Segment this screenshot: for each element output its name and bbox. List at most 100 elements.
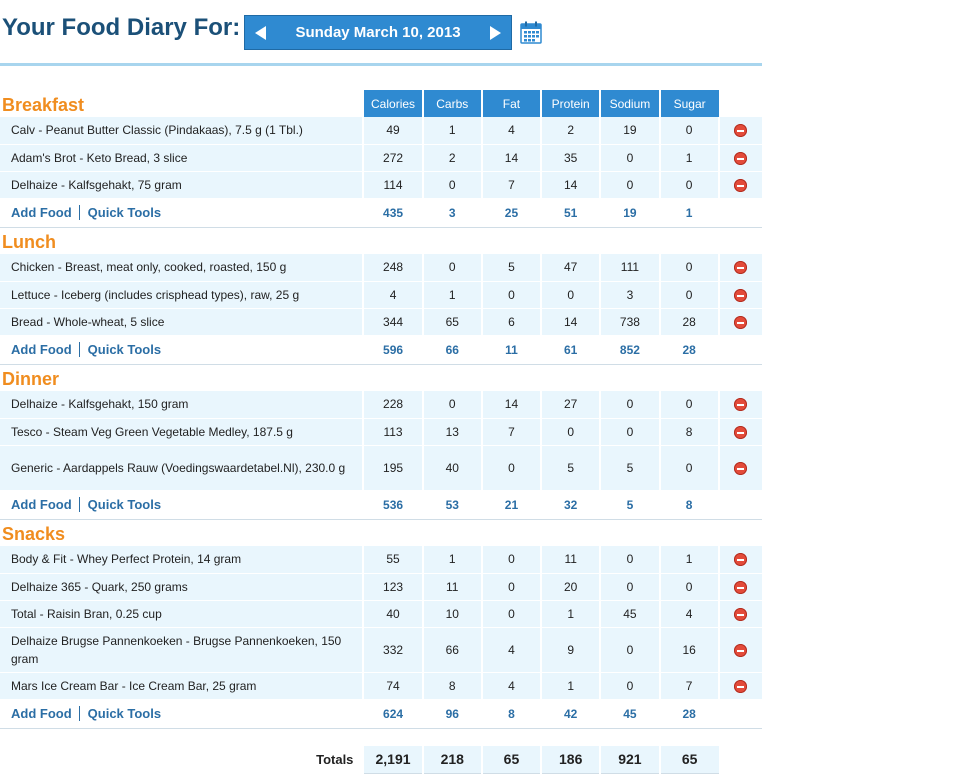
empty-cell [423,519,482,546]
food-calories: 49 [362,117,423,145]
food-row: Delhaize - Kalfsgehakt, 150 gram 228 0 14 27… [0,391,762,419]
food-row: Generic - Aardappels Rauw (Voedingswaard… [0,445,762,491]
food-carbs: 40 [421,445,482,491]
delete-cell [717,672,762,700]
add-food-link[interactable]: Add Food [0,497,80,512]
delete-icon[interactable] [734,607,748,621]
current-date: Sunday March 10, 2013 [295,24,461,41]
food-sodium: 5 [599,445,660,491]
food-sugar: 7 [658,672,719,700]
delete-cell [717,627,762,673]
food-calories: 248 [362,254,423,282]
food-name[interactable]: Lettuce - Iceberg (includes crisphead ty… [0,281,364,309]
empty-cell [718,198,762,228]
delete-icon[interactable] [734,124,748,138]
meal-total-protein: 61 [541,335,601,365]
quick-tools-link[interactable]: Quick Tools [87,205,162,220]
food-calories: 123 [362,573,423,601]
food-row: Body & Fit - Whey Perfect Protein, 14 gr… [0,546,762,574]
food-protein: 5 [540,445,601,491]
delete-icon[interactable] [734,679,748,693]
food-name[interactable]: Tesco - Steam Veg Green Vegetable Medley… [0,418,364,446]
food-name[interactable]: Bread - Whole-wheat, 5 slice [0,308,364,336]
food-name[interactable]: Delhaize - Kalfsgehakt, 75 gram [0,171,364,199]
column-header-fat: Fat [480,90,542,117]
grand-total-sodium: 921 [599,746,660,774]
food-fat: 14 [480,391,542,419]
food-protein: 0 [540,418,601,446]
empty-cell [600,364,659,391]
food-calories: 344 [362,308,423,336]
delete-icon[interactable] [734,461,748,475]
food-name[interactable]: Body & Fit - Whey Perfect Protein, 14 gr… [0,546,364,574]
meal-actions: Add Food Quick Tools [0,198,364,228]
add-food-link[interactable]: Add Food [0,205,80,220]
food-name[interactable]: Adam's Brot - Keto Bread, 3 slice [0,144,364,172]
food-name[interactable]: Chicken - Breast, meat only, cooked, roa… [0,254,364,282]
food-fat: 7 [480,171,542,199]
delete-icon[interactable] [734,643,748,657]
meal-total-protein: 51 [541,198,601,228]
food-protein: 0 [540,281,601,309]
meal-total-fat: 11 [481,335,542,365]
grand-totals-row: Totals 2,191 218 65 186 921 65 [0,746,762,774]
food-sugar: 8 [658,418,719,446]
meal-total-carbs: 3 [422,198,482,228]
delete-cell [717,573,762,601]
calendar-icon[interactable] [520,21,542,44]
food-sodium: 3 [599,281,660,309]
food-name[interactable]: Delhaize Brugse Pannenkoeken - Brugse Pa… [0,627,364,673]
food-protein: 2 [540,117,601,145]
food-name[interactable]: Delhaize 365 - Quark, 250 grams [0,573,364,601]
delete-icon[interactable] [734,261,748,275]
column-header-carbs: Carbs [421,90,482,117]
food-name[interactable]: Calv - Peanut Butter Classic (Pindakaas)… [0,117,364,145]
delete-icon[interactable] [734,425,748,439]
food-protein: 20 [540,573,601,601]
delete-icon[interactable] [734,178,748,192]
empty-cell [719,364,762,391]
food-name[interactable]: Generic - Aardappels Rauw (Voedingswaard… [0,445,364,491]
delete-icon[interactable] [734,398,748,412]
delete-icon[interactable] [734,288,748,302]
delete-icon[interactable] [734,553,748,567]
food-row: Delhaize 365 - Quark, 250 grams 123 11 0 20 0… [0,573,762,601]
quick-tools-link[interactable]: Quick Tools [87,706,162,721]
empty-cell [482,364,541,391]
food-name[interactable]: Mars Ice Cream Bar - Ice Cream Bar, 25 g… [0,672,364,700]
food-protein: 35 [540,144,601,172]
food-protein: 9 [540,627,601,673]
food-row: Delhaize - Kalfsgehakt, 75 gram 114 0 7 14 0 0 [0,171,762,199]
food-calories: 74 [362,672,423,700]
delete-icon[interactable] [734,580,748,594]
quick-tools-link[interactable]: Quick Tools [87,497,162,512]
food-row: Bread - Whole-wheat, 5 slice 344 65 6 14 738 2… [0,308,762,336]
quick-tools-link[interactable]: Quick Tools [87,342,162,357]
column-header-sugar: Sugar [658,90,719,117]
food-protein: 14 [540,308,601,336]
add-food-link[interactable]: Add Food [0,706,80,721]
food-fat: 4 [480,627,542,673]
food-carbs: 0 [421,391,482,419]
breakfast-header-row: Breakfast Calories Carbs Fat Protein Sodium Su… [0,90,762,117]
meal-actions: Add Food Quick Tools [0,335,364,365]
food-fat: 0 [480,445,542,491]
food-name[interactable]: Delhaize - Kalfsgehakt, 150 gram [0,391,364,419]
food-row: Total - Raisin Bran, 0.25 cup 40 10 0 1 45 4 [0,600,762,628]
food-sodium: 0 [599,546,660,574]
previous-day-button[interactable] [245,16,279,49]
food-fat: 5 [480,254,542,282]
add-food-link[interactable]: Add Food [0,342,80,357]
food-name[interactable]: Total - Raisin Bran, 0.25 cup [0,600,364,628]
food-diary-table: Breakfast Calories Carbs Fat Protein Sodium Su… [0,90,762,774]
delete-icon[interactable] [734,315,748,329]
meal-actions: Add Food Quick Tools [0,699,364,729]
food-carbs: 13 [421,418,482,446]
delete-icon[interactable] [734,151,748,165]
food-carbs: 1 [421,281,482,309]
food-fat: 4 [480,117,542,145]
next-day-button[interactable] [477,16,511,49]
snacks-title-cell: Snacks [0,519,363,546]
food-carbs: 66 [421,627,482,673]
food-calories: 4 [362,281,423,309]
